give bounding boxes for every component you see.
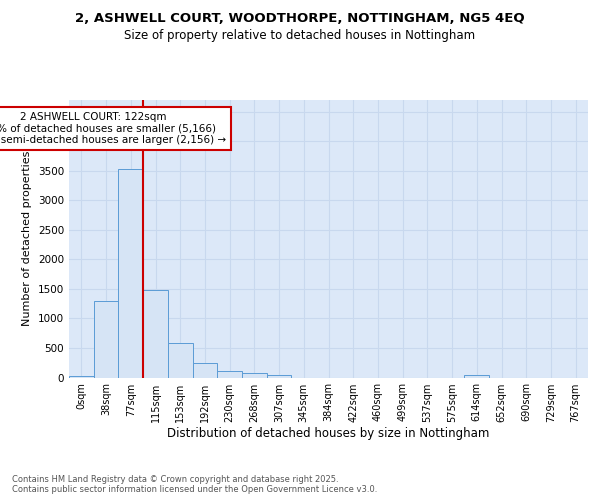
- Bar: [267, 375, 292, 378]
- Text: 2 ASHWELL COURT: 122sqm
← 70% of detached houses are smaller (5,166)
29% of semi: 2 ASHWELL COURT: 122sqm ← 70% of detache…: [0, 112, 226, 145]
- Text: Contains HM Land Registry data © Crown copyright and database right 2025.
Contai: Contains HM Land Registry data © Crown c…: [12, 475, 377, 494]
- Bar: [118, 169, 143, 378]
- Bar: [168, 342, 193, 378]
- Bar: [193, 363, 217, 378]
- Bar: [464, 374, 489, 378]
- Bar: [69, 376, 94, 378]
- Bar: [242, 373, 267, 378]
- Y-axis label: Number of detached properties: Number of detached properties: [22, 151, 32, 326]
- X-axis label: Distribution of detached houses by size in Nottingham: Distribution of detached houses by size …: [167, 428, 490, 440]
- Bar: [94, 302, 118, 378]
- Bar: [217, 370, 242, 378]
- Bar: [143, 290, 168, 378]
- Text: 2, ASHWELL COURT, WOODTHORPE, NOTTINGHAM, NG5 4EQ: 2, ASHWELL COURT, WOODTHORPE, NOTTINGHAM…: [75, 12, 525, 26]
- Text: Size of property relative to detached houses in Nottingham: Size of property relative to detached ho…: [124, 29, 476, 42]
